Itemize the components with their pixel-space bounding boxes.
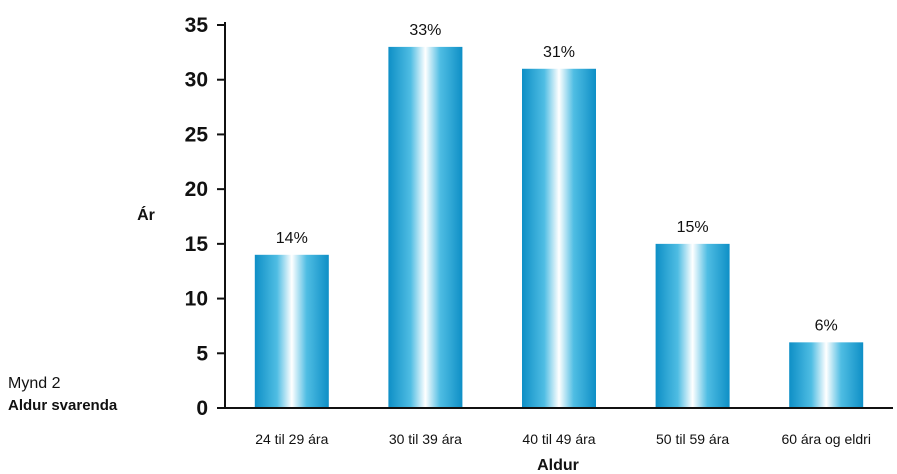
plot-area: 0 5 10 15 20 25 30 35 14% 24 til 29 ára 33% 30 til … [185, 14, 871, 447]
y-tick-label: 0 [196, 397, 208, 420]
data-label: 14% [276, 230, 308, 247]
x-axis-title: Aldur [537, 457, 579, 474]
x-tick-label: 60 ára og eldri [781, 431, 871, 447]
y-tick-label: 35 [185, 14, 209, 37]
x-tick-label: 30 til 39 ára [389, 431, 462, 447]
data-label: 6% [815, 317, 838, 334]
figure-title: Aldur svarenda [8, 397, 118, 414]
y-tick-label: 25 [185, 123, 209, 146]
y-tick-label: 30 [185, 69, 208, 92]
x-tick-label: 24 til 29 ára [255, 431, 328, 447]
y-tick-label: 5 [196, 342, 208, 365]
bar-2 [388, 46, 463, 409]
x-tick-label: 40 til 49 ára [522, 431, 595, 447]
bar-1 [254, 254, 329, 408]
bar-3 [522, 68, 596, 409]
y-tick-label: 15 [185, 233, 209, 256]
figure-number: Mynd 2 [8, 375, 61, 392]
bar-5 [789, 342, 864, 408]
bar-4 [655, 243, 730, 408]
data-label: 31% [543, 44, 575, 61]
y-tick-label: 10 [185, 288, 208, 311]
y-tick-label: 20 [185, 178, 208, 201]
y-axis-title: Ár [137, 205, 155, 224]
data-label: 15% [677, 219, 709, 236]
data-label: 33% [409, 22, 441, 39]
x-tick-label: 50 til 59 ára [656, 431, 729, 447]
